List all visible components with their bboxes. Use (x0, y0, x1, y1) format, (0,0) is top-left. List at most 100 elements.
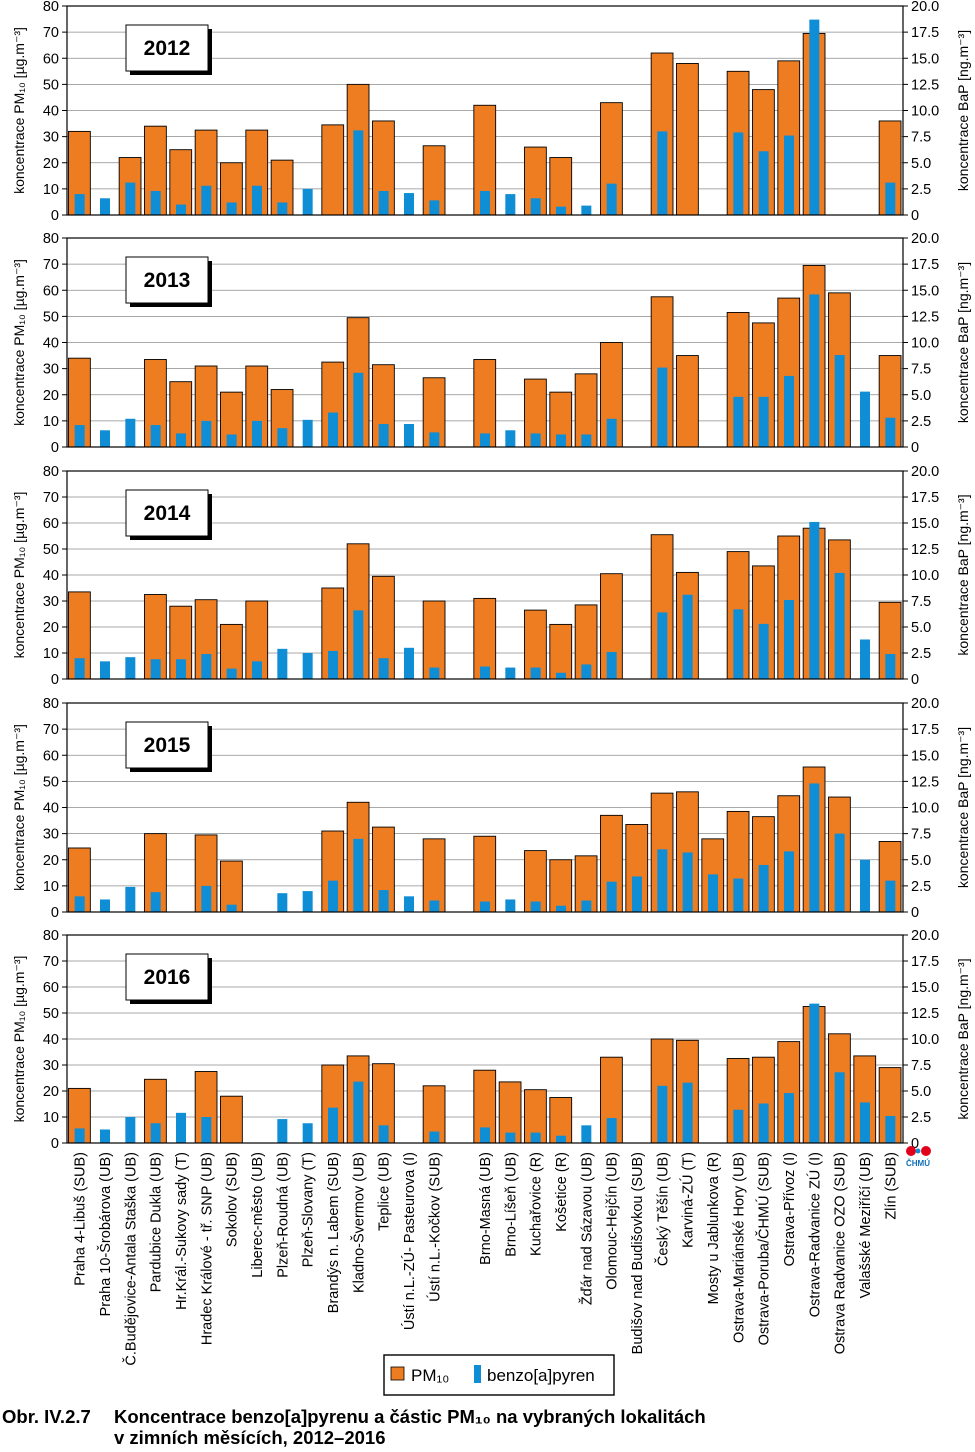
y2-tick-label: 17.5 (911, 25, 939, 41)
bar-pm10 (220, 1095, 243, 1144)
bar-bap (758, 1103, 769, 1143)
bar-bap (74, 896, 85, 912)
legend-label-bap: benzo[a]pyren (487, 1366, 595, 1385)
bar-bap (378, 1125, 389, 1143)
y-tick-label: 60 (43, 283, 59, 299)
bar-bap (505, 430, 516, 447)
y2-tick-label: 20.0 (911, 928, 939, 944)
category-label: Ostrava-Poruba/ČHMÚ (SUB) (756, 1152, 773, 1345)
y-tick-label: 60 (43, 980, 59, 996)
category-label: Košetice (R) (554, 1152, 570, 1232)
y2-tick-label: 17.5 (911, 257, 939, 273)
bar-bap (556, 905, 566, 912)
figure-caption: Obr. IV.2.7 Koncentrace benzo[a]pyrenu a … (2, 1406, 706, 1448)
y2-tick-label: 0 (911, 1136, 919, 1152)
bar-bap (328, 650, 338, 679)
bar-bap (758, 396, 769, 447)
bar-bap (226, 434, 237, 447)
category-label: Pardubice Dukla (UB) (149, 1152, 165, 1292)
bar-pm10 (321, 124, 345, 216)
bar-bap (860, 1102, 870, 1143)
y-tick-label: 10 (43, 414, 59, 430)
bar-bap (150, 892, 161, 912)
bar-bap (733, 609, 744, 679)
bar-bap (480, 901, 490, 912)
category-label: Kladno-Švermov (UB) (350, 1152, 367, 1293)
y2-tick-label: 5.0 (911, 620, 931, 636)
y-tick-label: 20 (43, 1084, 59, 1100)
y2-axis-title: koncentrace BaP [ng.m⁻³] (955, 727, 971, 888)
bar-bap (480, 190, 490, 215)
y2-tick-label: 20.0 (911, 0, 939, 15)
y-tick-label: 50 (43, 542, 59, 558)
bar-bap (201, 654, 212, 679)
caption-line2: v zimních měsících, 2012–2016 (114, 1427, 386, 1448)
bar-bap (252, 185, 262, 215)
year-label: 2013 (144, 269, 191, 292)
bar-bap (530, 433, 541, 447)
bar-bap (606, 418, 617, 447)
bar-bap (505, 899, 516, 912)
logo-dot-red-left (906, 1146, 916, 1156)
bar-bap (708, 874, 718, 912)
bar-pm10 (676, 355, 699, 448)
y2-tick-label: 0 (911, 208, 919, 224)
bar-bap (809, 1003, 820, 1143)
category-label: Hradec Králové - tř. SNP (UB) (199, 1152, 215, 1345)
bar-bap (125, 1117, 136, 1143)
bar-bap (74, 658, 85, 679)
plot-frame (66, 5, 904, 216)
bar-bap (834, 572, 845, 679)
category-label: Sokolov (SUB) (225, 1152, 241, 1247)
legend-swatch-bap (474, 1365, 481, 1383)
logo-dot-blue (915, 1148, 921, 1154)
bar-bap (201, 185, 212, 215)
bar-bap (657, 131, 668, 215)
category-label: Ústí n.L.-ZÚ- Pasteurova (I) (401, 1152, 418, 1330)
category-label: Plzeň-Roudná (UB) (275, 1152, 291, 1278)
y-tick-label: 60 (43, 748, 59, 764)
y2-tick-label: 15.0 (911, 516, 939, 532)
y2-tick-label: 5.0 (911, 853, 931, 869)
y-tick-label: 70 (43, 722, 59, 738)
category-label: Ostrava Radvanice OZO (SUB) (833, 1152, 849, 1354)
year-label: 2015 (144, 734, 191, 757)
category-label: Žďár nad Sázavou (UB) (578, 1152, 595, 1305)
category-label: Plzeň-Slovany (T) (301, 1152, 317, 1267)
y-tick-label: 30 (43, 594, 59, 610)
bar-bap (505, 1132, 516, 1143)
y2-tick-label: 10.0 (911, 1032, 939, 1048)
legend-box (383, 1354, 615, 1396)
bar-bap (657, 367, 668, 447)
y2-tick-label: 5.0 (911, 156, 931, 172)
y2-tick-label: 2.5 (911, 1110, 931, 1126)
category-label: Ústí n.L.-Kočkov (SUB) (426, 1152, 443, 1302)
category-label: Olomouc-Hejčín (UB) (605, 1152, 621, 1290)
y2-tick-label: 15.0 (911, 980, 939, 996)
bar-bap (74, 1128, 85, 1143)
y-tick-label: 40 (43, 336, 59, 352)
category-label: Kuchařovice (R) (529, 1152, 545, 1256)
category-label: Karviná-ZÚ (T) (680, 1152, 697, 1248)
bar-bap (176, 659, 186, 679)
year-label: 2014 (144, 502, 191, 525)
y-tick-label: 20 (43, 620, 59, 636)
y-tick-label: 20 (43, 853, 59, 869)
year-box (125, 489, 209, 537)
category-label: Valašské Meziříčí (UB) (858, 1152, 874, 1298)
category-label: Praha 10-Šrobárova (UB) (97, 1152, 114, 1316)
y-tick-label: 70 (43, 954, 59, 970)
bar-bap (657, 1085, 668, 1143)
plot-frame (66, 702, 904, 913)
y-tick-label: 60 (43, 51, 59, 67)
bar-bap (302, 653, 313, 679)
bar-bap (353, 130, 364, 215)
y-tick-label: 20 (43, 156, 59, 172)
bar-bap (378, 658, 389, 679)
y2-tick-label: 12.5 (911, 1006, 939, 1022)
bar-bap (606, 651, 617, 679)
category-label: Ostrava-Radvanice ZÚ (I) (806, 1152, 823, 1317)
year-label: 2012 (144, 37, 191, 60)
legend: PM₁₀ benzo[a]pyren (383, 1354, 615, 1396)
bar-bap (530, 1132, 541, 1143)
